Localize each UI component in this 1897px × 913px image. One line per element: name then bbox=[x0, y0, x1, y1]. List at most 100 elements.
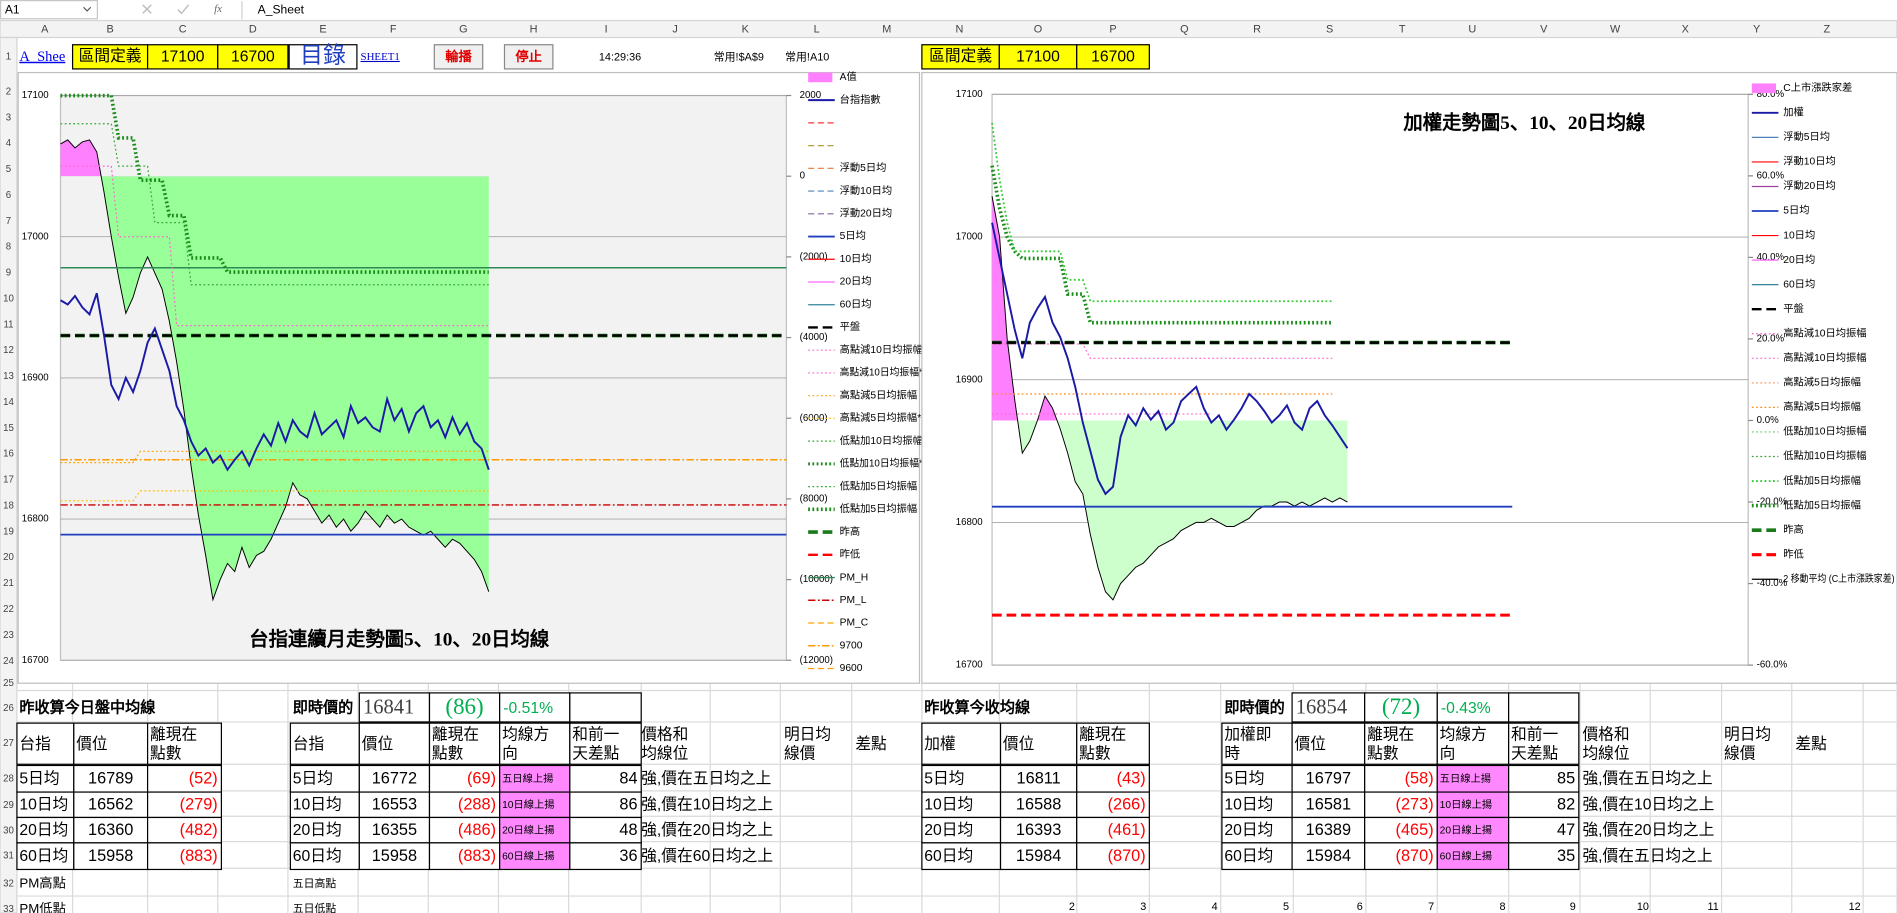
legend-label: 低點加10日均振幅 bbox=[1783, 449, 1866, 462]
distance-cell: (465) bbox=[1396, 821, 1434, 839]
table-title: 昨收算今收均線 bbox=[924, 699, 1031, 717]
table-cell bbox=[146, 722, 223, 765]
distance-cell: (58) bbox=[1405, 770, 1434, 788]
legend-label: 10日均 bbox=[1783, 229, 1815, 241]
trend-cell: 五日線上揚 bbox=[502, 772, 553, 785]
legend-label: 高點減10日均振幅*0.8 bbox=[840, 366, 937, 379]
table-cell bbox=[1291, 692, 1366, 723]
rotate-button-frame[interactable] bbox=[433, 44, 484, 70]
table-cell bbox=[499, 692, 571, 723]
row-header: 14 bbox=[3, 397, 14, 408]
name-box[interactable] bbox=[0, 0, 98, 20]
enter-icon[interactable] bbox=[177, 4, 190, 15]
row-label: 20日均 bbox=[1224, 821, 1273, 839]
table-cell bbox=[1508, 692, 1580, 723]
y-tick-label: 16700 bbox=[956, 660, 983, 671]
rotate-button[interactable]: 輪播 bbox=[445, 48, 472, 64]
legend-label: 浮動20日均 bbox=[840, 207, 892, 220]
right-range-label: 區間定義 bbox=[929, 47, 992, 65]
table-title: 即時價的 bbox=[293, 699, 353, 717]
price-cell: 16797 bbox=[1306, 770, 1351, 788]
y2-tick-label: 60.0% bbox=[1757, 170, 1785, 181]
legend-label: 浮動5日均 bbox=[840, 161, 887, 174]
row-label: 5日均 bbox=[924, 770, 964, 788]
legend-label: 低點加10日均振幅 bbox=[1783, 425, 1866, 438]
function-icon[interactable]: fx bbox=[214, 3, 222, 15]
distance-cell: (486) bbox=[458, 821, 496, 839]
legend-label: 低點加10日均振幅 bbox=[840, 434, 923, 447]
stop-button[interactable]: 停止 bbox=[515, 48, 542, 64]
sheet-link[interactable]: A_Shee bbox=[19, 49, 65, 65]
legend-label: 高點減5日均振幅 bbox=[840, 388, 918, 401]
table-cell bbox=[499, 722, 571, 765]
trend-cell: 20日線上揚 bbox=[502, 823, 554, 836]
live-change-pct: -0.51% bbox=[503, 700, 553, 717]
row-header: 16 bbox=[3, 449, 14, 460]
row-label: 10日均 bbox=[19, 796, 68, 814]
y-tick-label: 17000 bbox=[956, 232, 983, 243]
footer-number: 10 bbox=[1637, 901, 1649, 913]
cancel-icon[interactable] bbox=[142, 4, 152, 14]
y2-tick-label: -40.0% bbox=[1757, 578, 1788, 589]
formula-bar bbox=[0, 0, 1897, 21]
table-header: 離現在 bbox=[1367, 725, 1414, 743]
column-header: P bbox=[1109, 24, 1116, 36]
column-header: R bbox=[1253, 24, 1261, 36]
live-change-pct: -0.43% bbox=[1441, 700, 1491, 717]
column-header: X bbox=[1682, 24, 1690, 36]
row-header-bar bbox=[0, 36, 18, 913]
price-cell: 16811 bbox=[1017, 770, 1061, 788]
table-header: 價格和 bbox=[641, 725, 688, 743]
price-cell: 16393 bbox=[1016, 821, 1061, 839]
sheet-name[interactable]: SHEET1 bbox=[361, 51, 400, 63]
row-header: 24 bbox=[3, 656, 14, 667]
table-cell bbox=[1221, 842, 1293, 871]
row-label: 60日均 bbox=[924, 847, 973, 865]
column-header: L bbox=[814, 24, 820, 36]
table-cell bbox=[73, 842, 149, 871]
footer-number: 2 bbox=[1069, 901, 1075, 913]
row-label: 60日均 bbox=[293, 847, 342, 865]
table-header: 點數 bbox=[432, 745, 464, 763]
row-header: 22 bbox=[3, 604, 14, 615]
column-header: F bbox=[390, 24, 397, 36]
name-box-arrow[interactable] bbox=[83, 6, 92, 12]
legend-label: 平盤 bbox=[1783, 302, 1804, 315]
right-range-upper: 17100 bbox=[1016, 49, 1060, 66]
table-cell bbox=[428, 791, 501, 819]
legend-label: 2 移動平均 (C上市漲跌家差) bbox=[1783, 572, 1894, 585]
table-cell bbox=[73, 722, 149, 765]
range-label: 區間定義 bbox=[79, 47, 142, 65]
price-cell: 15958 bbox=[372, 847, 417, 865]
column-header: T bbox=[1399, 24, 1406, 36]
index-link[interactable]: 目錄 bbox=[300, 43, 346, 68]
y2-tick-label: 0.0% bbox=[1757, 415, 1779, 426]
price-cell: 16772 bbox=[372, 770, 417, 788]
series-line bbox=[60, 450, 489, 464]
trend-cell: 五日線上揚 bbox=[1440, 772, 1491, 785]
y2-tick-label: 20.0% bbox=[1757, 333, 1785, 344]
legend-label: 低點加5日均振幅 bbox=[1783, 498, 1861, 511]
table-header: 離現在 bbox=[432, 725, 479, 743]
table-cell bbox=[73, 816, 149, 844]
price-cell: 15984 bbox=[1306, 847, 1351, 865]
price-cell: 16581 bbox=[1306, 796, 1351, 814]
table-cell bbox=[1436, 722, 1510, 765]
stop-button-frame[interactable] bbox=[503, 44, 554, 70]
diff-cell: 85 bbox=[1557, 770, 1575, 788]
index-link-frame[interactable] bbox=[288, 44, 358, 70]
live-change: (72) bbox=[1382, 694, 1420, 719]
table-cell bbox=[146, 791, 223, 819]
y-tick-label: 17100 bbox=[956, 89, 983, 100]
right-range-upper-cell bbox=[998, 44, 1078, 70]
table-cell bbox=[16, 816, 75, 844]
distance-cell: (288) bbox=[458, 796, 496, 814]
distance-cell: (461) bbox=[1108, 821, 1146, 839]
legend-label: 昨低 bbox=[840, 548, 861, 561]
row-header: 30 bbox=[3, 825, 14, 836]
chart-title: 台指連續月走勢圖5、10、20日均線 bbox=[249, 627, 550, 650]
column-header: U bbox=[1468, 24, 1476, 36]
extra-row-label: PM低點 bbox=[19, 901, 66, 913]
row-header: 33 bbox=[3, 904, 14, 913]
trend-cell: 20日線上揚 bbox=[1440, 823, 1492, 836]
